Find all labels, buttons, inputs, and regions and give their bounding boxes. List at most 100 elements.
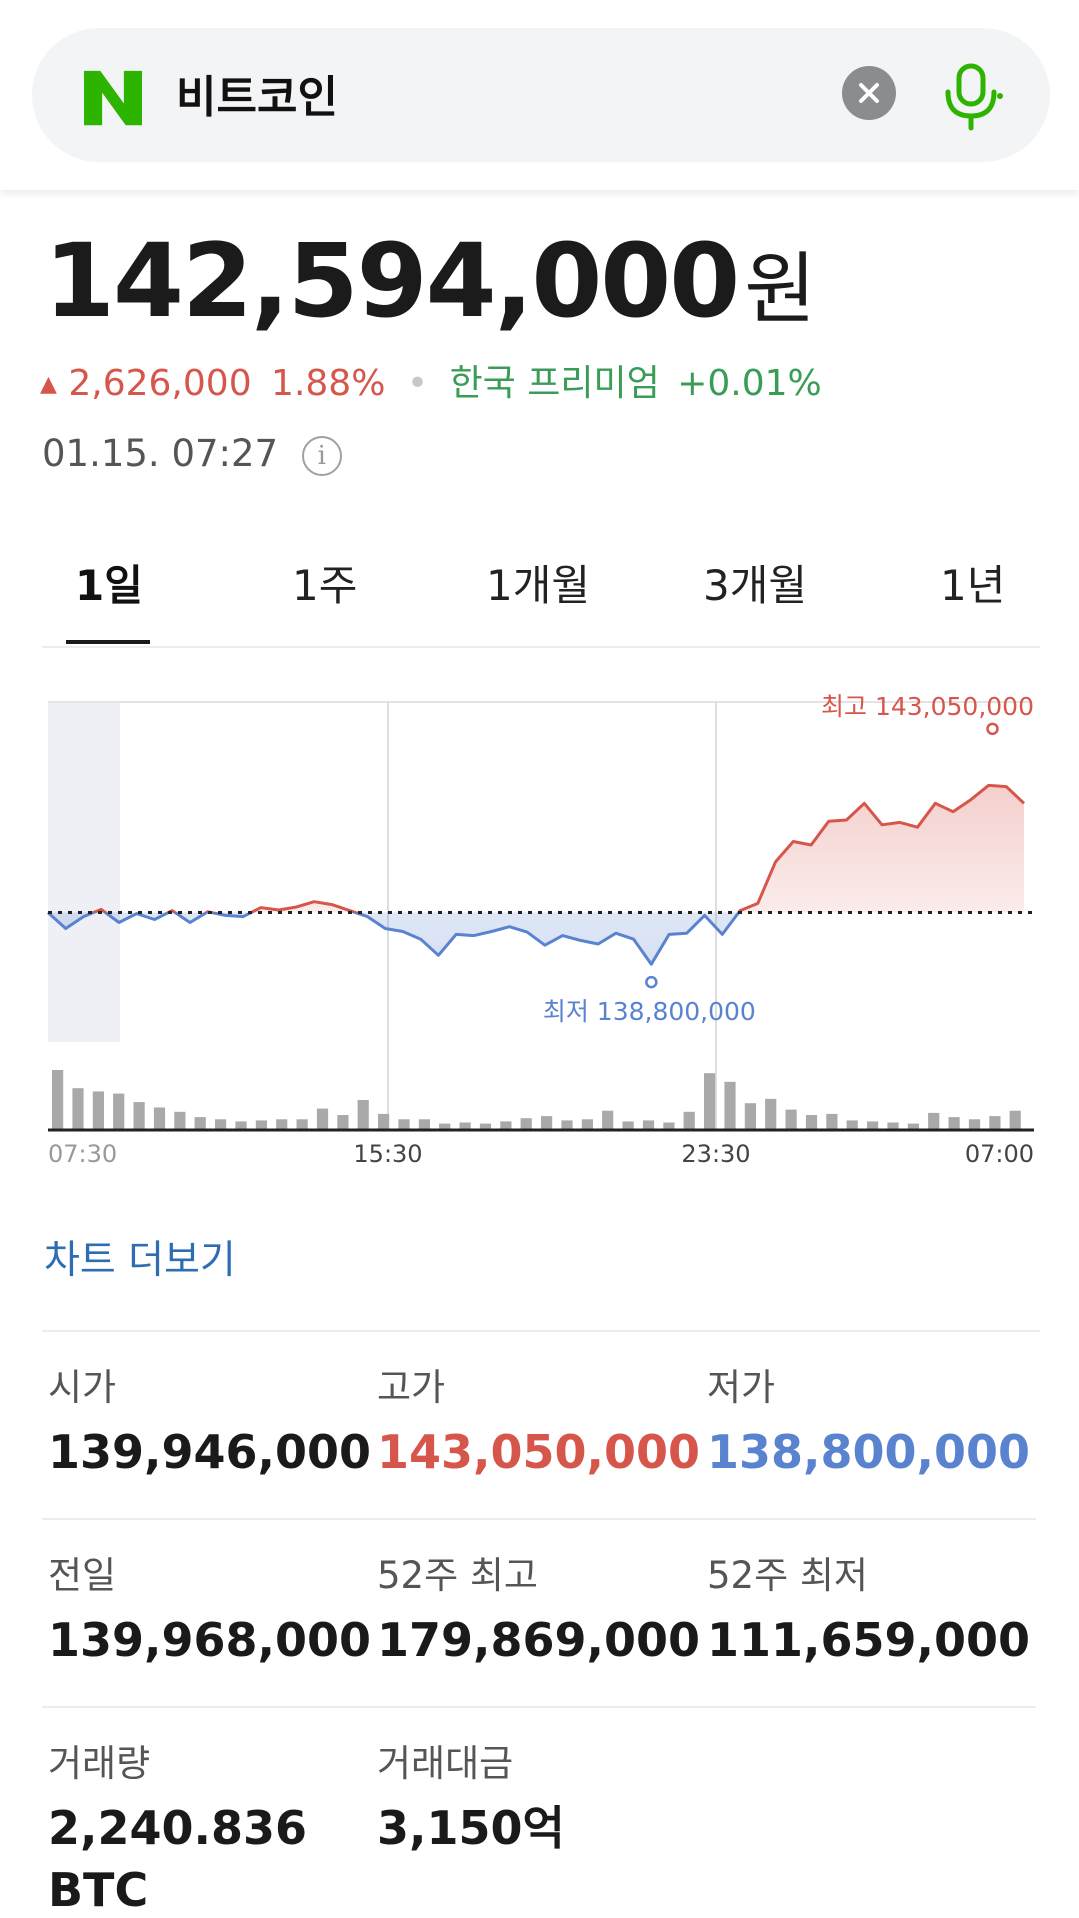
volume-bar: [316, 1108, 329, 1130]
price-timestamp-row: 01.15. 07:27 i: [42, 430, 342, 478]
price-unit: 원: [744, 245, 816, 335]
stat-label-volume: 거래량: [48, 1742, 151, 1785]
volume-bar: [337, 1115, 349, 1130]
price-area-up: [48, 785, 1024, 913]
x-tick-label: 07:00: [965, 1140, 1034, 1168]
high-label: 최고 143,050,000: [821, 692, 1034, 721]
stat-label-prev-close: 전일: [48, 1554, 117, 1597]
premium-label: 한국 프리미엄: [449, 363, 660, 404]
microphone-icon[interactable]: [938, 62, 1004, 132]
volume-bar: [439, 1123, 451, 1130]
close-icon[interactable]: [842, 66, 896, 120]
volume-bar: [683, 1111, 695, 1130]
price-change: ▲ 2,626,000 1.88% • 한국 프리미엄 +0.01%: [40, 360, 822, 409]
volume-bar: [928, 1112, 940, 1130]
volume-bar: [500, 1121, 512, 1130]
volume-bar: [561, 1120, 573, 1130]
volume-bars: [52, 1070, 1021, 1130]
stat-value-turnover: 3,150억: [377, 1801, 565, 1855]
tab-1year[interactable]: 1년: [940, 561, 1006, 610]
stat-value-52w-high: 179,869,000: [377, 1613, 701, 1667]
tab-1month[interactable]: 1개월: [486, 561, 591, 610]
divider: [42, 1518, 1036, 1520]
volume-bar: [602, 1110, 614, 1130]
premium-value: +0.01%: [677, 363, 822, 404]
search-query[interactable]: 비트코인: [176, 72, 338, 123]
volume-bar: [805, 1115, 818, 1130]
tab-3months[interactable]: 3개월: [703, 561, 808, 610]
stat-value-high: 143,050,000: [377, 1425, 701, 1479]
volume-bar: [867, 1121, 879, 1130]
active-tab-indicator: [66, 640, 150, 644]
chart-shade: [48, 702, 120, 1042]
price-chart[interactable]: 최고 143,050,000 최저 138,800,000 07:30 15:3…: [0, 690, 1079, 1180]
volume-bar: [276, 1119, 288, 1130]
volume-bar: [704, 1073, 716, 1130]
low-label: 최저 138,800,000: [543, 997, 756, 1026]
volume-bar: [968, 1119, 981, 1130]
naver-logo-icon[interactable]: [84, 70, 142, 126]
stat-label-low: 저가: [707, 1366, 776, 1409]
volume-bar: [133, 1102, 145, 1130]
price-value: 142,594,000: [44, 222, 740, 341]
divider: [42, 1330, 1040, 1332]
stat-label-open: 시가: [48, 1366, 117, 1409]
volume-bar: [479, 1123, 492, 1130]
volume-bar: [724, 1081, 736, 1130]
volume-bar: [541, 1116, 553, 1130]
volume-bar: [296, 1119, 308, 1130]
volume-bar: [459, 1122, 471, 1130]
volume-bar: [622, 1121, 634, 1130]
stat-label-turnover: 거래대금: [377, 1742, 514, 1785]
low-marker: [645, 975, 658, 989]
volume-bar: [52, 1070, 64, 1130]
volume-bar: [642, 1120, 655, 1130]
volume-bar: [520, 1118, 532, 1130]
info-icon[interactable]: i: [301, 435, 342, 476]
volume-bar: [948, 1117, 960, 1130]
up-arrow-icon: ▲: [40, 372, 57, 397]
volume-bar: [378, 1113, 390, 1130]
volume-bar: [581, 1119, 593, 1130]
stat-value-low: 138,800,000: [707, 1425, 1031, 1479]
stat-value-52w-low: 111,659,000: [707, 1613, 1031, 1667]
volume-bar: [398, 1119, 410, 1130]
divider: [42, 1706, 1036, 1708]
volume-bar: [744, 1103, 756, 1130]
volume-bar: [887, 1122, 899, 1130]
x-tick-label: 07:30: [48, 1140, 117, 1168]
volume-bar: [215, 1119, 227, 1130]
tab-1day[interactable]: 1일: [75, 561, 143, 610]
stat-value-prev-close: 139,968,000: [48, 1613, 372, 1667]
volume-bar: [1009, 1110, 1021, 1130]
volume-bar: [826, 1113, 838, 1130]
volume-bar: [663, 1122, 675, 1130]
separator-dot: •: [406, 363, 429, 404]
volume-bar: [989, 1116, 1001, 1130]
volume-bar: [418, 1119, 430, 1130]
x-tick-label: 23:30: [681, 1140, 750, 1168]
chart-more-link[interactable]: 차트 더보기: [44, 1238, 236, 1283]
volume-bar: [174, 1111, 186, 1130]
stat-value-open: 139,946,000: [48, 1425, 372, 1479]
tab-1week[interactable]: 1주: [292, 561, 358, 610]
stat-label-52w-low: 52주 최저: [707, 1554, 868, 1597]
change-amount: 2,626,000: [68, 363, 252, 404]
volume-bar: [785, 1109, 797, 1130]
stat-label-52w-high: 52주 최고: [377, 1554, 538, 1597]
price-area-down: [48, 912, 739, 965]
volume-bar: [72, 1088, 84, 1130]
current-price: 142,594,000원: [44, 222, 816, 350]
stat-label-high: 고가: [377, 1366, 446, 1409]
volume-bar: [846, 1120, 858, 1130]
period-tabs: 1일 1주 1개월 3개월 1년: [42, 556, 1040, 648]
volume-bar: [235, 1121, 247, 1130]
volume-bar: [113, 1093, 125, 1130]
volume-bar: [907, 1123, 919, 1130]
volume-bar: [194, 1117, 206, 1130]
price-timestamp: 01.15. 07:27: [42, 432, 279, 475]
volume-bar: [357, 1100, 369, 1130]
volume-bar: [765, 1098, 777, 1130]
x-tick-label: 15:30: [353, 1140, 422, 1168]
volume-bar: [92, 1091, 104, 1130]
